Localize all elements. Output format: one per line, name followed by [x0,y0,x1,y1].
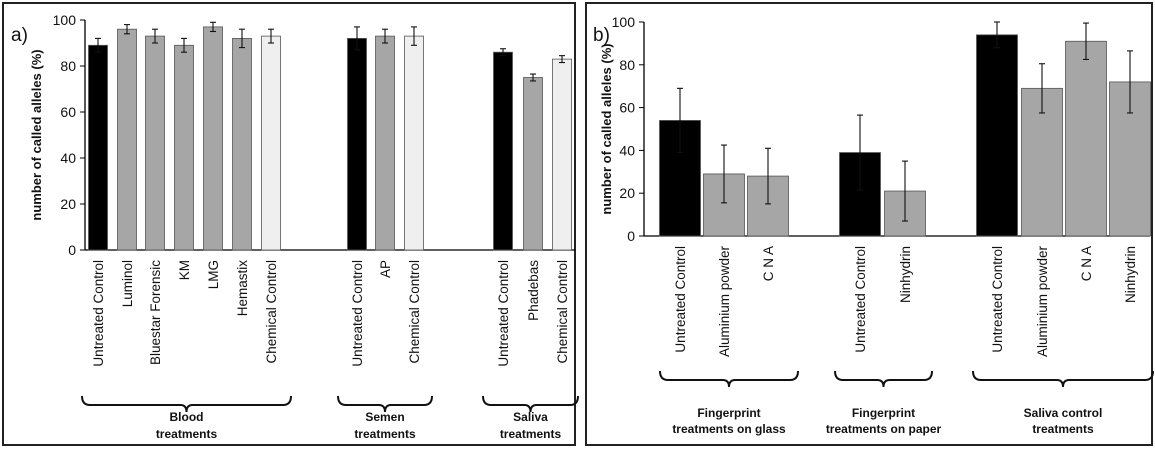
group-brace [482,395,579,413]
group-label: treatments [354,427,416,441]
group-label: treatments [1032,422,1094,436]
category-label: KM [177,260,192,280]
panel-frame [585,2,1153,446]
bar-hemastix [232,38,252,251]
y-tick-label: 20 [60,196,76,212]
category-label: Aluminium powder [717,245,732,357]
bar-bluestar-forensic [145,35,165,251]
y-tick-label: 80 [619,57,635,73]
y-tick-label: 40 [619,142,635,158]
category-label: Luminol [120,260,135,307]
group-label: treatments on paper [826,422,942,436]
y-tick-label: 80 [60,58,76,74]
category-label: Chemical Control [555,260,570,364]
group-brace [659,370,799,388]
category-label: Phadebas [526,260,541,321]
category-label: AP [378,260,393,278]
bar-untreated-control [347,38,367,251]
category-label: Hemastix [235,260,250,317]
category-label: Ninhydrin [898,246,913,303]
group-label: treatments [156,427,218,441]
bar-ap [375,35,395,251]
bar-untreated-control [976,34,1018,237]
bar-km [174,44,194,251]
panel-b-fingerprint-saliva-control: b) 0 20 40 60 80 100 number of called alleles (… [585,2,1154,446]
category-label: Untreated Control [91,260,106,367]
group-label: Semen [365,410,404,424]
bar-luminol [117,28,137,251]
y-axis-title: number of called alleles (%) [599,43,614,214]
group-label: Blood [170,410,204,424]
y-tick-label: 60 [619,100,635,116]
group-label: Fingerprint [852,406,915,420]
group-label: treatments [500,427,562,441]
y-tick-label: 0 [627,228,635,244]
category-label: C N A [1079,246,1094,281]
y-tick-label: 100 [53,12,77,28]
y-tick-label: 0 [68,242,76,258]
group-label: Fingerprint [697,406,760,420]
category-label: Aluminium powder [1035,245,1050,357]
category-label: Untreated Control [853,246,868,353]
category-label: Untreated Control [673,246,688,353]
panel-frame [2,2,576,446]
category-label: Bluestar Forensic [148,260,163,365]
group-label: Saliva [513,410,548,424]
group-label: Saliva control [1024,406,1103,420]
category-label: Ninhydrin [1123,246,1138,303]
bar-untreated-control [493,51,513,251]
y-tick-label: 40 [60,150,76,166]
group-brace [337,395,433,413]
group-label: treatments on glass [672,422,786,436]
bar-chemical-control [552,58,572,251]
category-label: C N A [761,246,776,281]
bar-lmg [203,26,223,251]
category-label: Untreated Control [350,260,365,367]
y-tick-label: 60 [60,104,76,120]
category-label: Chemical Control [407,260,422,364]
bar-untreated-control [88,44,108,251]
bar-c-n-a [1065,40,1107,237]
bar-chemical-control [261,35,281,251]
category-label: Untreated Control [990,246,1005,353]
panel-a-blood-semen-saliva: a) 0 20 40 60 80 100 number of called alleles (… [2,2,579,446]
y-tick-label: 20 [619,185,635,201]
category-label: LMG [206,260,221,289]
group-brace [972,370,1154,388]
bar-phadebas [523,77,543,251]
group-brace [834,370,933,388]
panel-label: a) [11,25,28,46]
category-label: Untreated Control [496,260,511,367]
panel-label: b) [593,25,610,46]
y-tick-label: 100 [612,14,636,30]
y-axis-title: number of called alleles (%) [29,49,44,220]
group-brace [81,395,292,413]
bar-chemical-control [404,35,424,251]
category-label: Chemical Control [264,260,279,364]
